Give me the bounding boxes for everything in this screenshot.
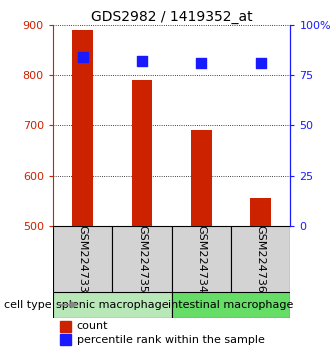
Title: GDS2982 / 1419352_at: GDS2982 / 1419352_at: [91, 10, 252, 24]
Bar: [53, 226, 112, 292]
Text: intestinal macrophage: intestinal macrophage: [168, 300, 294, 310]
Bar: [131, 80, 152, 226]
Bar: [53, 292, 172, 318]
Point: [199, 60, 204, 66]
Text: count: count: [77, 321, 108, 331]
Text: GSM224735: GSM224735: [137, 225, 147, 293]
Bar: [172, 292, 290, 318]
Point: [139, 58, 145, 64]
Bar: [60, 321, 71, 332]
Bar: [60, 334, 71, 346]
Text: splenic macrophage: splenic macrophage: [56, 300, 169, 310]
Bar: [112, 226, 172, 292]
Text: cell type: cell type: [4, 300, 51, 310]
Bar: [250, 199, 271, 226]
Bar: [72, 30, 93, 226]
Text: GSM224734: GSM224734: [196, 225, 206, 293]
Text: GSM224736: GSM224736: [256, 225, 266, 293]
Text: percentile rank within the sample: percentile rank within the sample: [77, 335, 264, 345]
Text: GSM224733: GSM224733: [78, 225, 87, 293]
Bar: [172, 226, 231, 292]
Bar: [191, 131, 212, 226]
Point: [258, 60, 263, 66]
Bar: [231, 226, 290, 292]
Point: [80, 54, 85, 60]
